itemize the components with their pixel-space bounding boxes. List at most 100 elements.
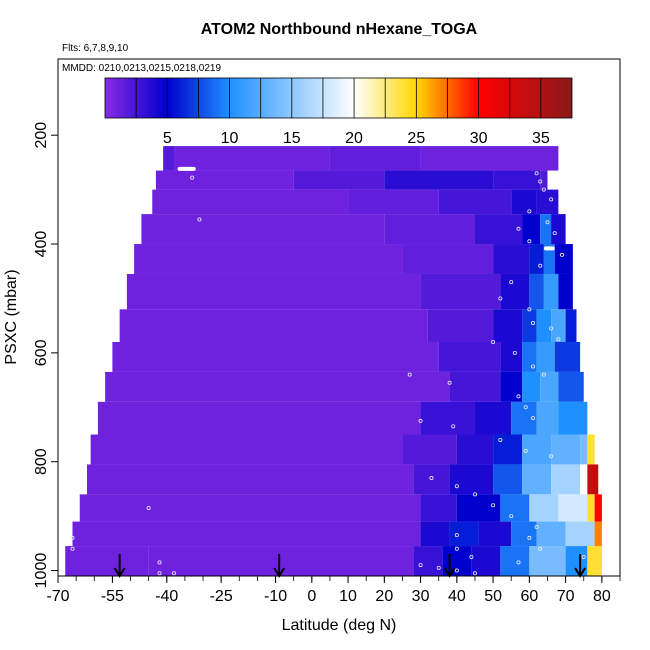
heatmap-cell	[536, 341, 555, 372]
x-tick-label: 40	[448, 588, 466, 605]
heatmap-cell	[500, 341, 523, 372]
heatmap-cell	[90, 434, 403, 465]
colorbar-gradient	[104, 77, 573, 119]
colorbar-ticks: 5 10 15 20 25 30 35	[135, 78, 550, 147]
sample-point	[498, 437, 503, 442]
heatmap-cell	[543, 273, 559, 310]
missing-data-bars	[177, 166, 555, 251]
heatmap-cell	[594, 494, 602, 522]
heatmap-cell	[580, 464, 588, 495]
sample-point	[157, 571, 162, 576]
heatmap-cell	[402, 244, 494, 274]
sample-point	[454, 568, 459, 573]
heatmap-cell	[420, 494, 457, 522]
sample-point	[538, 263, 543, 268]
heatmap-cell	[456, 434, 494, 465]
missing-data-bar	[177, 166, 196, 171]
y-tick-label: 200	[33, 122, 50, 149]
heatmap-cell	[141, 214, 385, 245]
heatmap-cells	[65, 146, 602, 576]
sample-point	[70, 535, 75, 540]
heatmap-cell	[478, 521, 512, 547]
y-tick-label: 800	[33, 448, 50, 475]
x-tick-label: 20	[375, 588, 393, 605]
colorbar-tick-label: 20	[345, 130, 363, 147]
heatmap-cell	[558, 401, 588, 435]
heatmap-cell	[420, 401, 475, 435]
heatmap-cell	[456, 494, 501, 522]
heatmap-cell	[529, 546, 566, 576]
sample-point	[197, 217, 202, 222]
colorbar-tick-label: 35	[532, 130, 550, 147]
heatmap-cell	[540, 214, 552, 245]
heatmap-cell	[427, 309, 494, 342]
sample-point	[472, 492, 477, 497]
sample-point	[172, 571, 177, 576]
heatmap-cell	[420, 521, 450, 547]
x-tick-label: 30	[412, 588, 430, 605]
heatmap-cell	[529, 494, 559, 522]
sample-point	[509, 280, 514, 285]
heatmap-cell	[551, 434, 581, 465]
sample-point	[454, 484, 459, 489]
sample-point	[418, 563, 423, 568]
sample-point	[509, 514, 514, 519]
heatmap-cell	[554, 244, 573, 274]
heatmap-cell	[500, 371, 523, 402]
missing-data-bar	[543, 246, 555, 251]
heatmap-cell	[565, 309, 577, 342]
heatmap-cell	[493, 434, 523, 465]
sample-point	[538, 546, 543, 551]
sample-point	[146, 505, 151, 510]
heatmap-cell	[293, 170, 385, 190]
x-tick-label: 80	[593, 588, 611, 605]
heatmap-cell	[522, 371, 541, 402]
heatmap-cell	[72, 521, 421, 547]
sample-point	[559, 252, 564, 257]
heatmap-cell	[493, 464, 523, 495]
heatmap-cell	[500, 494, 530, 522]
dates-label: MMDD: 0210,0213,0215,0218,0219	[62, 63, 221, 74]
x-tick-label: -10	[264, 588, 287, 605]
heatmap-cell	[529, 244, 544, 274]
heatmap-cell	[449, 521, 479, 547]
heatmap-cell	[438, 189, 512, 215]
heatmap-cell	[551, 309, 566, 342]
sample-point	[407, 372, 412, 377]
heatmap-cell	[522, 309, 537, 342]
heatmap-cell	[384, 214, 475, 245]
sample-point	[469, 554, 474, 559]
sample-point	[523, 448, 528, 453]
heatmap-cell	[65, 546, 149, 576]
heatmap-cell	[79, 494, 421, 522]
sample-point	[541, 187, 546, 192]
sample-point	[527, 307, 532, 312]
heatmap-cell	[474, 401, 512, 435]
colorbar-tick-label: 10	[221, 130, 239, 147]
y-tick-label: 600	[33, 339, 50, 366]
sample-point	[527, 209, 532, 214]
sample-point	[534, 525, 539, 530]
sample-point	[538, 179, 543, 184]
sample-point	[527, 535, 532, 540]
heatmap-cell	[420, 146, 559, 171]
flights-label: Flts: 6,7,8,9,10	[62, 43, 129, 54]
heatmap-cell	[554, 341, 581, 372]
colorbar-tick-label: 30	[470, 130, 488, 147]
sample-point	[451, 424, 456, 429]
heatmap-cell	[174, 146, 330, 171]
heatmap-cell	[536, 521, 566, 547]
sample-point	[498, 296, 503, 301]
sample-point	[527, 239, 532, 244]
chart-title: ATOM2 Northbound nHexane_TOGA	[201, 21, 478, 38]
heatmap-cell	[558, 273, 573, 310]
sample-point	[491, 339, 496, 344]
heatmap-cell	[449, 371, 501, 402]
x-tick-label: 70	[557, 588, 575, 605]
heatmap-cell	[126, 273, 421, 310]
sample-point	[190, 175, 195, 180]
sample-point	[530, 320, 535, 325]
heatmap-cell	[134, 244, 403, 274]
heatmap-cell	[511, 521, 537, 547]
heatmap-cell	[587, 434, 595, 465]
